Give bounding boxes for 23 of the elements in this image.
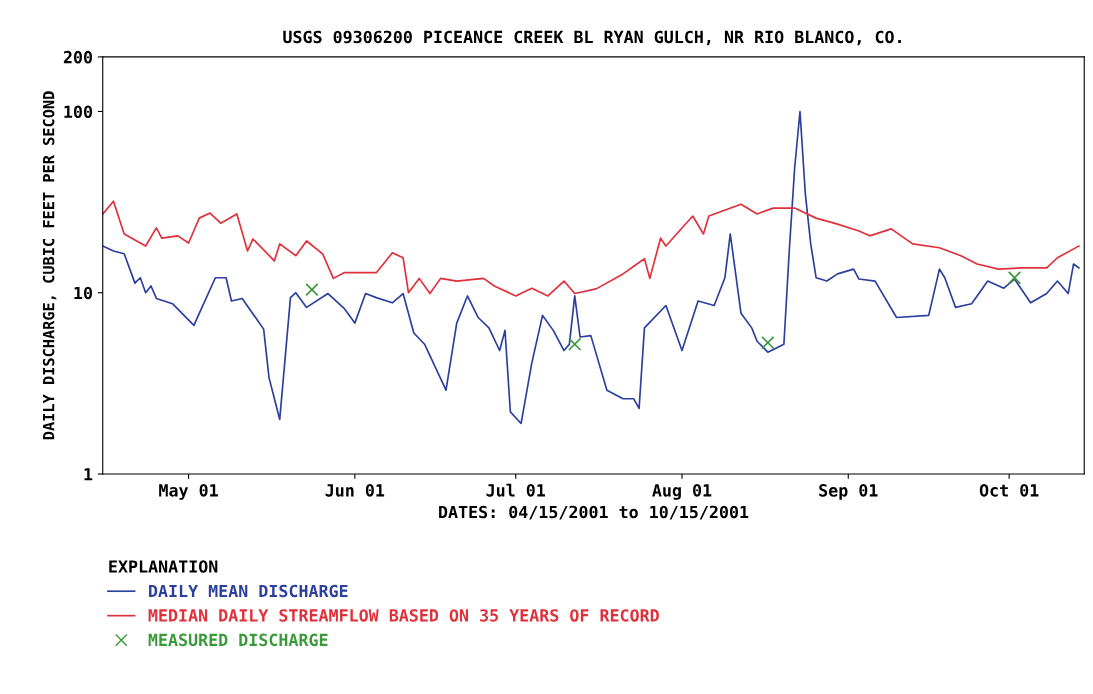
chart-title: USGS 09306200 PICEANCE CREEK BL RYAN GULCH, NR RIO BLANCO, CO. [283, 30, 901, 46]
x-tick-label: Jun 01 [325, 484, 385, 497]
x-tick-label: Sep 01 [819, 484, 878, 500]
x-tick-label: Oct 01 [979, 484, 1039, 497]
legend-label: MEDIAN DAILY STREAMFLOW BASED ON 35 YEARS OF RECORD [148, 609, 659, 622]
y-tick-label: 1 [84, 468, 93, 481]
legend-label: DAILY MEAN DISCHARGE [149, 584, 348, 598]
point [568, 337, 582, 351]
x-axis-title: DATES: 04/15/2001 to 10/15/2001 [439, 505, 749, 520]
x-tick-label: May 01 [159, 484, 218, 500]
legend-title: EXPLANATION [109, 560, 218, 573]
point [305, 283, 319, 297]
y-tick-label: 10 [74, 286, 93, 300]
x-tick-label: Aug 01 [652, 484, 712, 500]
y-axis-title: DAILY DISCHARGE, CUBIC FEET PER SECOND [42, 91, 57, 440]
line-series [102, 110, 1080, 425]
y-tick-label: 100 [64, 105, 93, 119]
y-tick-label: 200 [63, 50, 93, 64]
x-tick-label: Jul 01 [486, 483, 546, 497]
point [1007, 271, 1022, 285]
line-series [102, 200, 1080, 297]
legend-label: MEASURED DISCHARGE [148, 633, 328, 647]
point [761, 336, 775, 350]
